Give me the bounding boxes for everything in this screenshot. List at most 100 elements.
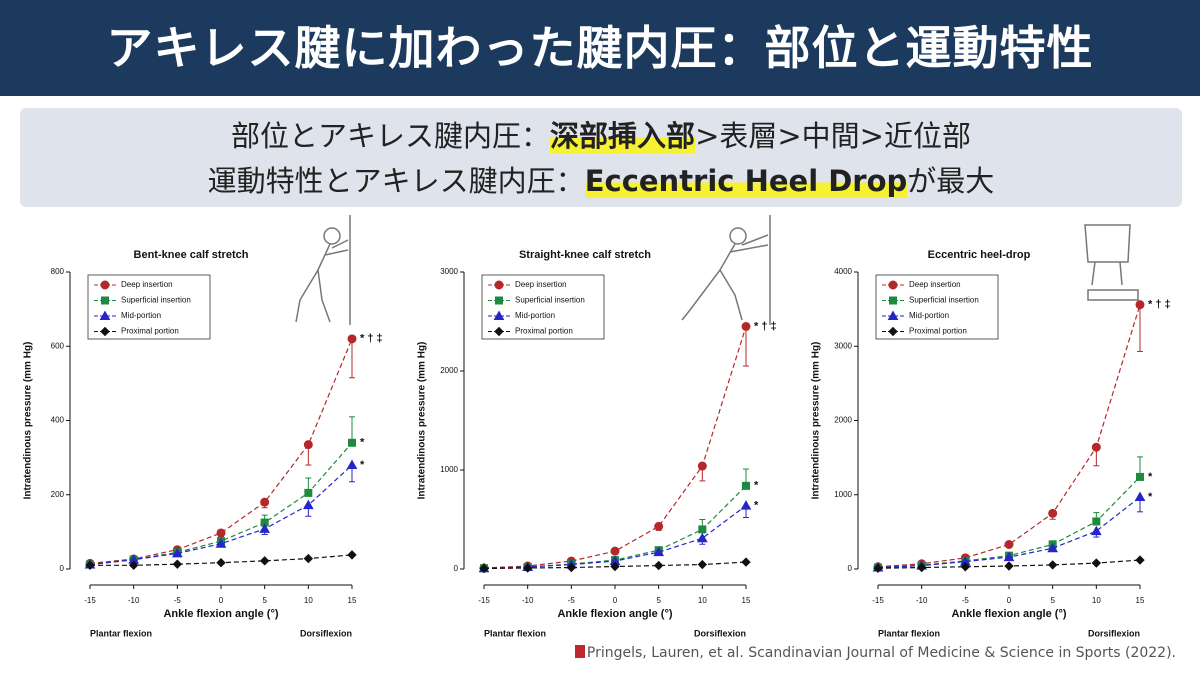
x-tick-label: 10 bbox=[1092, 596, 1101, 605]
marker bbox=[697, 559, 708, 570]
chart-title: Bent-knee calf stretch bbox=[134, 249, 249, 261]
summary-text: >表層>中間>近位部 bbox=[695, 119, 971, 153]
x-annotation: Dorsiflexion bbox=[300, 628, 352, 638]
marker bbox=[698, 525, 707, 534]
marker bbox=[610, 546, 620, 556]
slide-title: アキレス腱に加わった腱内圧：部位と運動特性 bbox=[0, 0, 1200, 96]
marker bbox=[85, 560, 95, 570]
significance: * † ‡ bbox=[360, 333, 383, 345]
y-tick-label: 200 bbox=[51, 490, 65, 499]
chart-title: Eccentric heel-drop bbox=[928, 249, 1031, 261]
marker bbox=[303, 440, 313, 450]
marker bbox=[916, 562, 927, 573]
significance: * bbox=[1148, 471, 1153, 483]
legend-marker bbox=[100, 280, 110, 290]
x-tick-label: 0 bbox=[613, 596, 618, 605]
x-axis-label: Ankle flexion angle (°) bbox=[163, 608, 278, 620]
marker bbox=[653, 560, 664, 571]
legend-label: Mid-portion bbox=[515, 311, 555, 320]
marker bbox=[259, 556, 270, 566]
marker bbox=[741, 557, 751, 567]
x-tick-label: 5 bbox=[262, 596, 267, 605]
citation-text: Pringels, Lauren, et al. Scandinavian Jo… bbox=[586, 645, 1176, 661]
summary-text: が最大 bbox=[907, 164, 995, 198]
marker bbox=[1136, 472, 1144, 481]
x-axis-label: Ankle flexion angle (°) bbox=[557, 608, 672, 620]
marker bbox=[216, 557, 226, 568]
marker bbox=[303, 553, 314, 564]
x-tick-label: -10 bbox=[522, 596, 534, 605]
y-tick-label: 600 bbox=[51, 341, 65, 350]
y-axis-label: Intratendinous pressure (mm Hg) bbox=[417, 342, 428, 500]
summary-text: 運動特性とアキレス腱内圧： bbox=[207, 164, 585, 198]
legend-label: Mid-portion bbox=[909, 311, 949, 320]
legend-label: Proximal portion bbox=[121, 327, 179, 336]
marker bbox=[1047, 560, 1058, 570]
legend-marker bbox=[888, 326, 898, 337]
marker bbox=[1047, 542, 1059, 553]
legend-marker bbox=[494, 280, 504, 290]
marker bbox=[1134, 491, 1146, 501]
legend-label: Proximal portion bbox=[909, 327, 967, 336]
legend-marker bbox=[100, 326, 110, 337]
legend-marker bbox=[889, 296, 897, 305]
legend-marker bbox=[101, 296, 109, 305]
marker bbox=[346, 459, 358, 470]
marker bbox=[260, 497, 270, 507]
marker bbox=[1092, 517, 1101, 526]
x-annotation: Dorsiflexion bbox=[694, 628, 746, 638]
x-tick-label: 5 bbox=[656, 596, 661, 605]
y-tick-label: 1000 bbox=[834, 490, 852, 499]
marker bbox=[610, 561, 620, 572]
summary-highlight: Eccentric Heel Drop bbox=[584, 164, 908, 198]
y-tick-label: 0 bbox=[848, 564, 853, 573]
marker bbox=[566, 562, 577, 573]
legend-label: Superficial insertion bbox=[515, 296, 585, 305]
book-icon bbox=[574, 645, 585, 658]
marker bbox=[347, 334, 357, 344]
marker bbox=[1004, 561, 1014, 571]
marker bbox=[347, 550, 357, 560]
marker bbox=[1135, 555, 1145, 565]
legend-marker bbox=[493, 310, 505, 320]
legend-label: Mid-portion bbox=[121, 311, 161, 320]
summary-line: 部位とアキレス腱内圧：深部挿入部>表層>中間>近位部 bbox=[20, 114, 1182, 159]
legend-marker bbox=[888, 280, 898, 290]
legend-label: Deep insertion bbox=[515, 280, 567, 289]
significance: * bbox=[360, 437, 365, 449]
x-tick-label: 0 bbox=[1007, 596, 1012, 605]
x-tick-label: 10 bbox=[698, 596, 707, 605]
legend-label: Deep insertion bbox=[121, 280, 173, 289]
x-tick-label: -5 bbox=[174, 596, 182, 605]
marker bbox=[348, 438, 356, 447]
marker bbox=[171, 547, 183, 558]
y-tick-label: 4000 bbox=[834, 267, 852, 276]
marker bbox=[653, 546, 665, 557]
y-tick-label: 2000 bbox=[440, 366, 458, 375]
legend-marker bbox=[494, 326, 504, 337]
marker bbox=[302, 499, 314, 510]
legend-label: Superficial insertion bbox=[909, 296, 979, 305]
marker bbox=[1004, 539, 1014, 549]
legend-marker bbox=[99, 310, 111, 320]
marker bbox=[697, 461, 707, 471]
marker bbox=[654, 521, 664, 531]
legend-label: Proximal portion bbox=[515, 327, 573, 336]
significance: * † ‡ bbox=[754, 320, 777, 332]
marker bbox=[1003, 551, 1015, 562]
marker bbox=[216, 528, 226, 538]
x-tick-label: -5 bbox=[962, 596, 970, 605]
x-annotation: Plantar flexion bbox=[484, 628, 546, 638]
marker bbox=[742, 481, 750, 490]
y-tick-label: 800 bbox=[51, 267, 65, 276]
legend-marker bbox=[495, 296, 503, 305]
x-tick-label: -15 bbox=[84, 596, 96, 605]
x-tick-label: -15 bbox=[872, 596, 884, 605]
x-tick-label: 10 bbox=[304, 596, 313, 605]
x-tick-label: 15 bbox=[742, 596, 751, 605]
y-tick-label: 3000 bbox=[440, 267, 458, 276]
x-annotation: Plantar flexion bbox=[878, 628, 940, 638]
x-tick-label: 15 bbox=[348, 596, 357, 605]
